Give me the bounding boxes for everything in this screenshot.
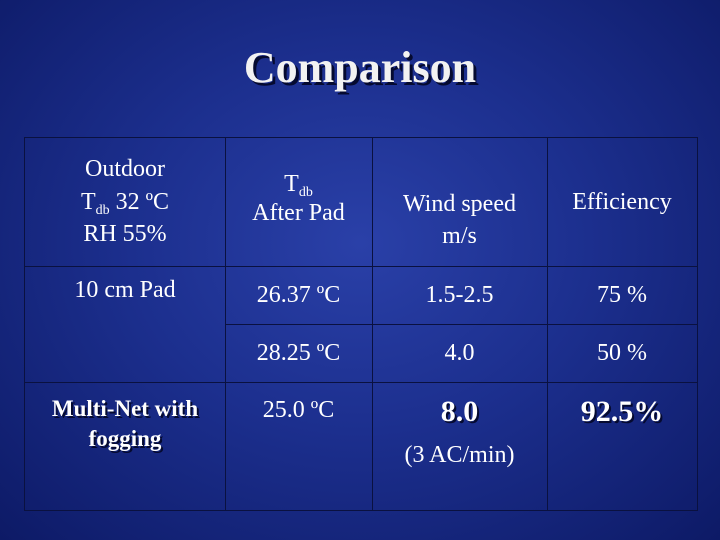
row1-wind: 1.5-2.5 <box>425 281 494 308</box>
row1-temp: 26.37 ºC <box>256 281 341 308</box>
row1-label: 10 cm Pad <box>74 277 176 303</box>
row-divider <box>25 382 697 383</box>
row3-label: Multi-Net with fogging <box>51 396 199 451</box>
header-outdoor: Outdoor Tdb 32 ºC RH 55% <box>80 156 170 248</box>
row3-wind: 8.0 (3 AC/min) <box>404 395 515 468</box>
comparison-table: Outdoor Tdb 32 ºC RH 55% Tdb After Pad W… <box>24 137 698 511</box>
row-divider <box>25 266 697 267</box>
header-tdb-after-pad: Tdb After Pad <box>252 171 345 226</box>
slide-title: Comparison <box>243 43 477 92</box>
row3-efficiency: 92.5% <box>580 395 664 428</box>
row2-efficiency: 50 % <box>597 339 647 366</box>
header-wind-speed: Wind speed m/s <box>402 190 516 249</box>
row1-efficiency: 75 % <box>597 281 647 308</box>
row2-temp: 28.25 ºC <box>256 339 341 366</box>
row2-wind: 4.0 <box>444 339 475 366</box>
header-efficiency: Efficiency <box>572 188 672 215</box>
row3-temp: 25.0 ºC <box>262 397 335 423</box>
row-divider <box>225 324 697 325</box>
